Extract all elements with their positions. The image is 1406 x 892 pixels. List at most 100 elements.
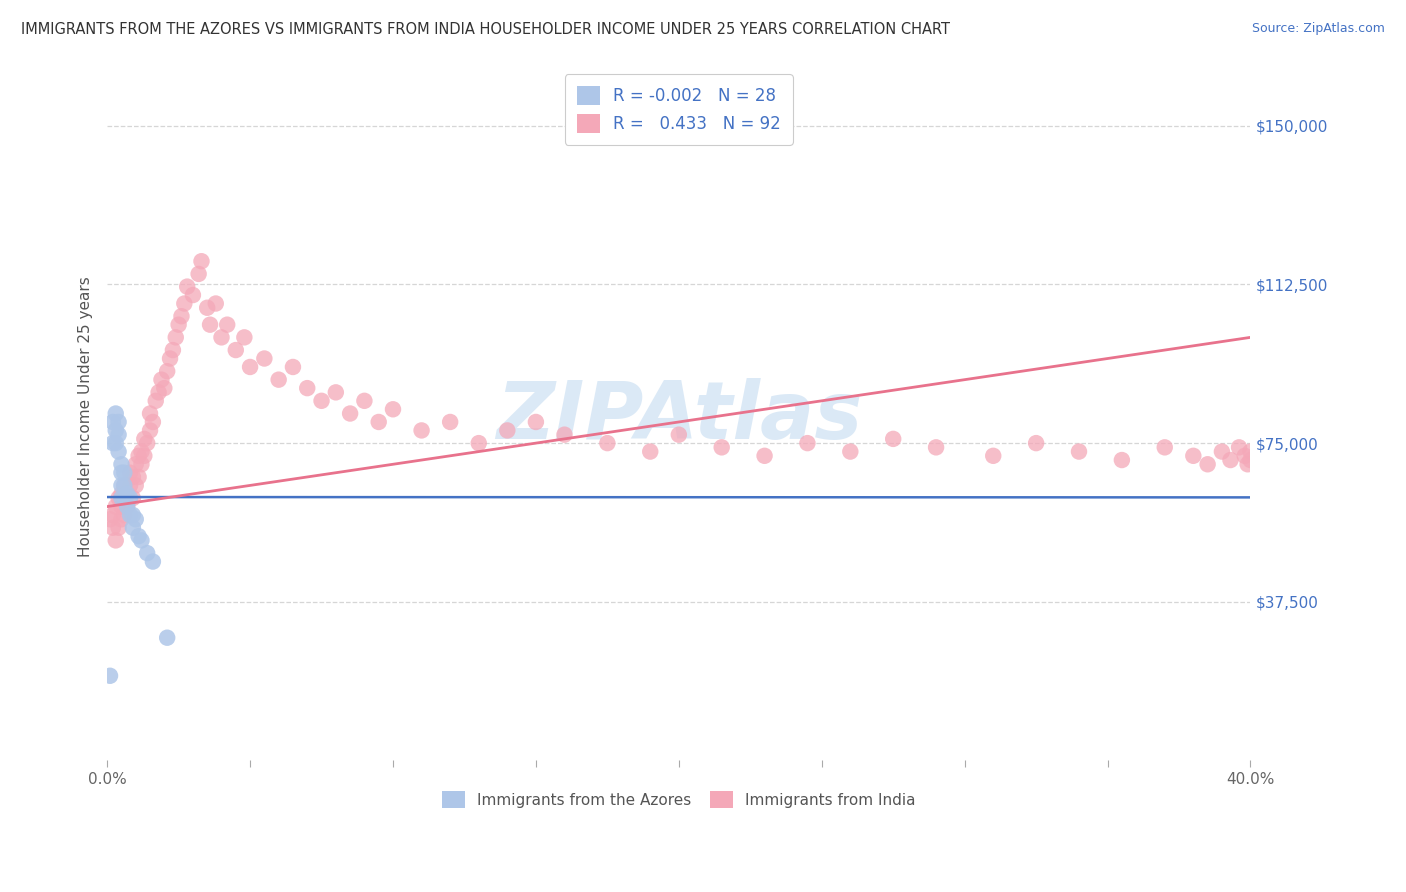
Point [217, 318, 239, 332]
Point [131, 533, 153, 548]
Point [195, 301, 218, 315]
Point [181, 288, 204, 302]
Point [839, 444, 862, 458]
Point [638, 444, 661, 458]
Point [176, 279, 198, 293]
Point [162, 343, 184, 357]
Point [107, 491, 129, 505]
Point [107, 444, 129, 458]
Point [754, 449, 776, 463]
Point [1239, 453, 1261, 467]
Point [112, 508, 135, 522]
Point [122, 491, 145, 505]
Point [467, 436, 489, 450]
Point [118, 466, 141, 480]
Point [198, 318, 221, 332]
Y-axis label: Householder Income Under 25 years: Householder Income Under 25 years [79, 277, 93, 558]
Point [553, 427, 575, 442]
Point [107, 427, 129, 442]
Point [98, 669, 121, 683]
Point [281, 359, 304, 374]
Point [142, 415, 165, 429]
Point [596, 436, 619, 450]
Point [150, 373, 173, 387]
Point [367, 415, 389, 429]
Point [118, 491, 141, 505]
Point [1197, 457, 1219, 471]
Point [267, 373, 290, 387]
Point [115, 487, 138, 501]
Point [134, 432, 156, 446]
Point [104, 533, 127, 548]
Point [297, 381, 319, 395]
Text: Source: ZipAtlas.com: Source: ZipAtlas.com [1251, 22, 1385, 36]
Text: ZIPAtlas: ZIPAtlas [496, 377, 862, 456]
Point [1182, 449, 1205, 463]
Point [233, 330, 256, 344]
Point [110, 512, 132, 526]
Point [411, 424, 433, 438]
Point [153, 381, 176, 395]
Point [128, 449, 150, 463]
Point [165, 330, 187, 344]
Point [101, 415, 124, 429]
Point [353, 393, 375, 408]
Point [796, 436, 818, 450]
Point [1236, 457, 1258, 471]
Point [204, 296, 226, 310]
Point [110, 457, 132, 471]
Point [104, 500, 127, 514]
Point [1025, 436, 1047, 450]
Point [112, 491, 135, 505]
Point [156, 364, 179, 378]
Point [104, 407, 127, 421]
Point [115, 487, 138, 501]
Point [139, 424, 162, 438]
Point [115, 500, 138, 514]
Point [118, 508, 141, 522]
Point [339, 407, 361, 421]
Point [104, 436, 127, 450]
Point [118, 478, 141, 492]
Point [211, 330, 233, 344]
Point [115, 500, 138, 514]
Point [112, 478, 135, 492]
Point [710, 441, 733, 455]
Point [1153, 441, 1175, 455]
Point [128, 529, 150, 543]
Point [1111, 453, 1133, 467]
Point [101, 521, 124, 535]
Point [122, 470, 145, 484]
Point [156, 631, 179, 645]
Point [125, 512, 148, 526]
Point [159, 351, 181, 366]
Point [925, 441, 948, 455]
Point [107, 415, 129, 429]
Point [110, 466, 132, 480]
Point [125, 478, 148, 492]
Point [225, 343, 247, 357]
Point [112, 466, 135, 480]
Point [134, 449, 156, 463]
Point [131, 444, 153, 458]
Point [122, 508, 145, 522]
Point [167, 318, 190, 332]
Text: IMMIGRANTS FROM THE AZORES VS IMMIGRANTS FROM INDIA HOUSEHOLDER INCOME UNDER 25 : IMMIGRANTS FROM THE AZORES VS IMMIGRANTS… [21, 22, 950, 37]
Point [325, 385, 347, 400]
Point [1239, 444, 1261, 458]
Point [253, 351, 276, 366]
Legend: Immigrants from the Azores, Immigrants from India: Immigrants from the Azores, Immigrants f… [436, 785, 921, 814]
Point [187, 267, 209, 281]
Point [122, 521, 145, 535]
Point [439, 415, 461, 429]
Point [382, 402, 405, 417]
Point [524, 415, 547, 429]
Point [101, 508, 124, 522]
Point [110, 478, 132, 492]
Point [131, 457, 153, 471]
Point [882, 432, 904, 446]
Point [98, 512, 121, 526]
Point [110, 491, 132, 505]
Point [173, 296, 195, 310]
Point [101, 436, 124, 450]
